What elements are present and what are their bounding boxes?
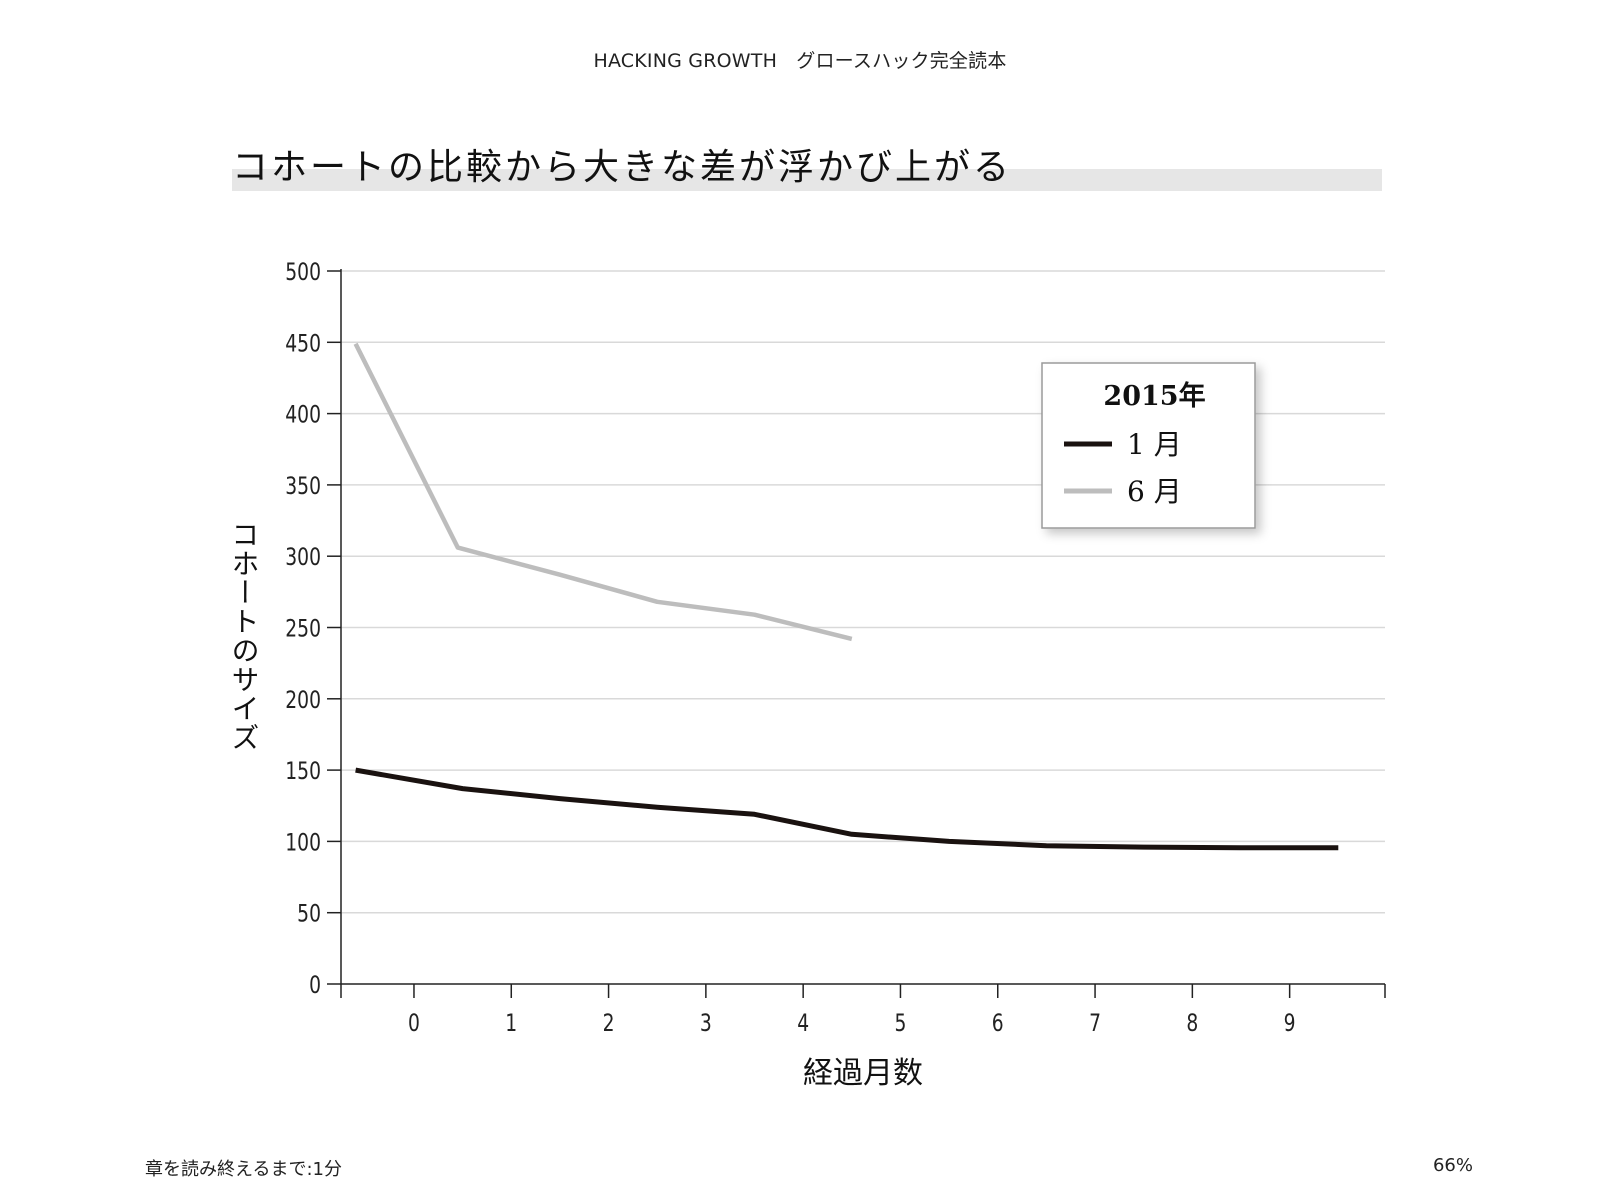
figure-heading: コホートの比較から大きな差が浮かび上がる: [232, 138, 1382, 192]
y-axis-title: コホートのサイズ: [228, 520, 261, 752]
x-tick-label: 5: [895, 1010, 907, 1038]
legend-label-2: 6 月: [1127, 475, 1182, 508]
reading-time-remaining: 章を読み終えるまで:1分: [145, 1159, 342, 1180]
series-line-2: [353, 342, 853, 642]
axes: [327, 269, 1386, 998]
book-title: HACKING GROWTH グロースハック完全読本: [593, 50, 1007, 72]
y-tick-label: 100: [285, 829, 321, 857]
heading-underline-band: [232, 169, 1382, 191]
y-tick-label: 350: [285, 473, 321, 501]
x-tick-label: 1: [505, 1010, 517, 1038]
y-tick-label: 450: [285, 330, 321, 358]
series-line-1: [355, 767, 1339, 851]
x-tick-label: 0: [408, 1010, 420, 1038]
figure-heading-text: コホートの比較から大きな差が浮かび上がる: [232, 147, 1013, 188]
reading-progress: 66%: [1432, 1155, 1473, 1176]
x-tick-label: 9: [1284, 1010, 1296, 1038]
x-tick-label: 8: [1186, 1010, 1198, 1038]
y-tick-label: 400: [285, 401, 321, 429]
legend: 2015年 1 月 6 月: [1041, 362, 1256, 529]
legend-label-1: 1 月: [1127, 428, 1182, 461]
x-tick-label: 2: [603, 1010, 615, 1038]
axis-labels: 0 50 100 150 200 250 300 350 400 450 500 0 1 2 3 4 5 6 7 8 9…: [228, 259, 1296, 1091]
y-tick-label: 50: [297, 901, 321, 929]
y-tick-label: 500: [285, 259, 321, 287]
y-tick-label: 200: [285, 687, 321, 715]
y-tick-label: 150: [285, 758, 321, 786]
y-tick-label: 300: [285, 544, 321, 572]
y-tick-label: 250: [285, 615, 321, 643]
x-tick-label: 7: [1089, 1010, 1101, 1038]
x-tick-label: 6: [992, 1010, 1004, 1038]
series-lines: [353, 342, 1339, 851]
x-tick-label: 4: [797, 1010, 809, 1038]
x-tick-label: 3: [700, 1010, 712, 1038]
x-axis-title: 経過月数: [803, 1056, 923, 1091]
legend-title: 2015年: [1103, 380, 1205, 412]
y-tick-label: 0: [309, 972, 321, 1000]
